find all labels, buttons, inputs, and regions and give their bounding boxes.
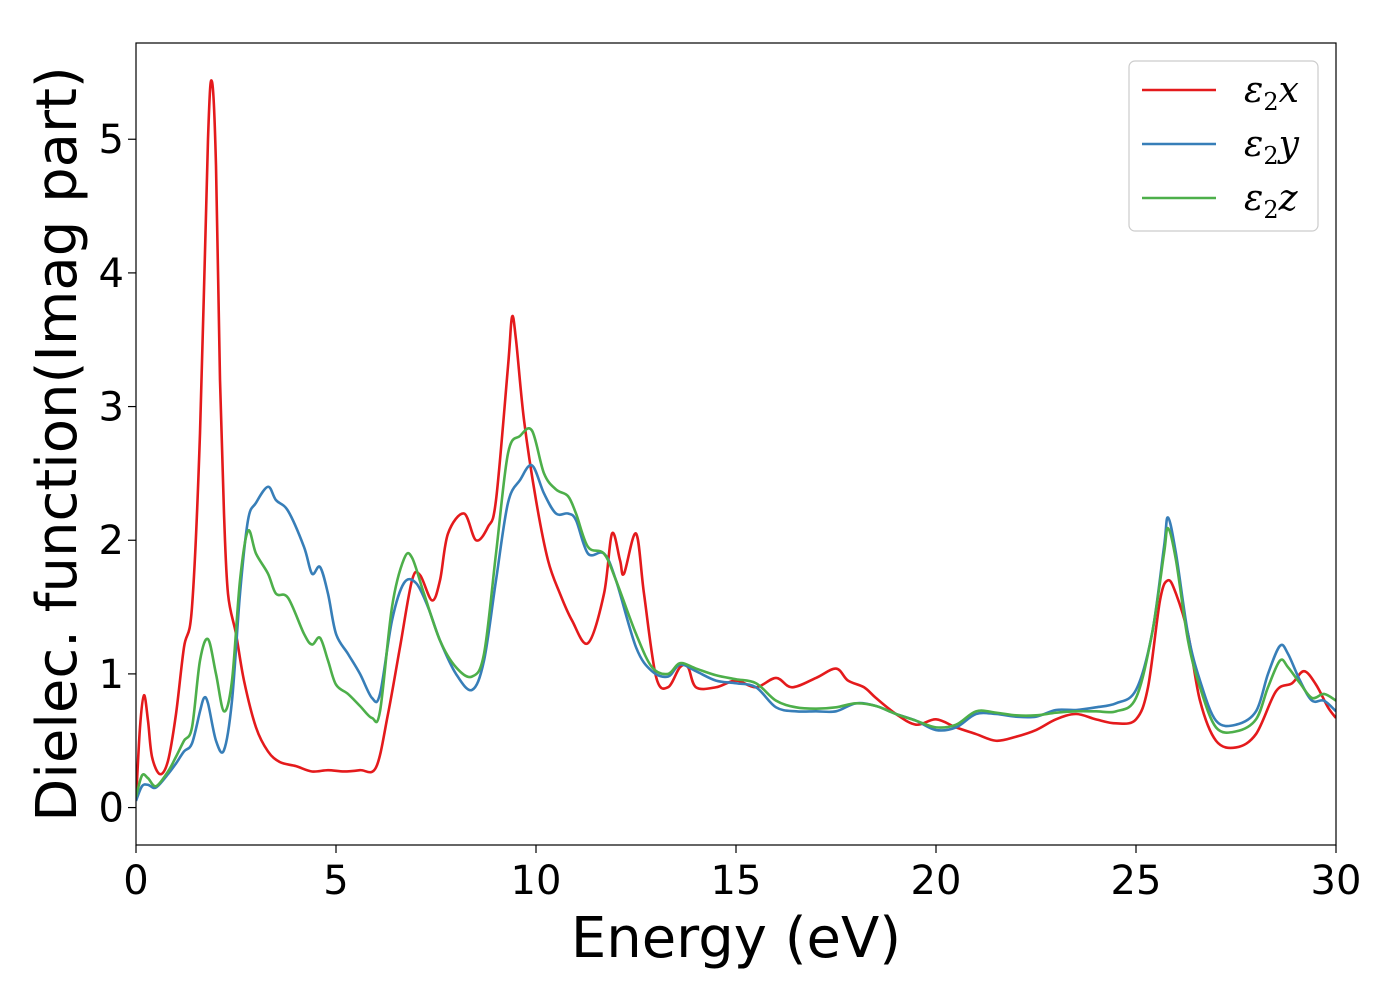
x-axis-title: Energy (eV) <box>571 906 901 971</box>
x-tick-label: 10 <box>511 858 562 904</box>
x-tick-label: 30 <box>1311 858 1362 904</box>
y-tick-label: 2 <box>99 518 124 564</box>
y-tick-label: 3 <box>99 385 124 431</box>
x-tick-label: 25 <box>1111 858 1162 904</box>
x-tick-label: 0 <box>123 858 148 904</box>
legend: ε2x ε2y ε2z <box>1128 60 1319 232</box>
legend-label-y: ε2y <box>1244 124 1300 170</box>
y-tick-label: 4 <box>99 251 124 297</box>
ticks-layer: 0 5 10 15 20 25 30 0 1 2 3 4 5 <box>99 117 1362 904</box>
y-axis-title: Dielec. function(Imag part) <box>25 66 90 822</box>
legend-label-x: ε2x <box>1244 70 1299 116</box>
x-tick-label: 20 <box>911 858 962 904</box>
legend-label-z: ε2z <box>1244 178 1299 224</box>
x-tick-label: 5 <box>323 858 348 904</box>
y-tick-label: 5 <box>99 117 124 163</box>
series-layer <box>136 79 1336 802</box>
y-tick-label: 1 <box>99 652 124 698</box>
y-tick-label: 0 <box>99 786 124 832</box>
series-line-z <box>136 427 1336 798</box>
series-line-x <box>136 79 1336 801</box>
legend-box <box>1128 60 1319 232</box>
x-tick-label: 15 <box>711 858 762 904</box>
